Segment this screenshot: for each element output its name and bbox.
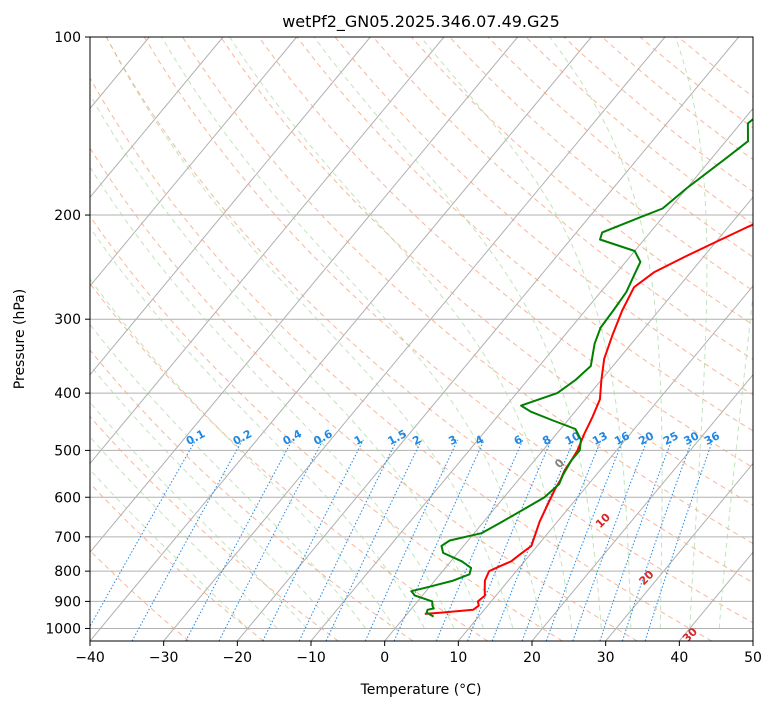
dewpoint-profile <box>410 117 753 618</box>
moist-adiabat-line <box>90 278 396 629</box>
y-tick-label: 400 <box>54 386 81 402</box>
dry-adiabat-line <box>296 37 753 432</box>
mixing-ratio-line <box>599 439 673 641</box>
isotherm-line <box>605 462 753 641</box>
y-tick-label: 200 <box>54 208 81 224</box>
isotherm-line <box>90 37 592 641</box>
moist-adiabat-line <box>161 37 543 629</box>
y-tick-label: 800 <box>54 564 81 580</box>
isotherm-line <box>90 37 445 465</box>
moist-adiabat-line <box>90 226 425 629</box>
x-tick-label: −30 <box>149 650 179 666</box>
mixing-ratio-label: 30 <box>682 429 702 448</box>
x-tick-label: 20 <box>523 650 541 666</box>
plot-frame <box>89 36 754 642</box>
mixing-ratio-line <box>572 439 648 641</box>
mixing-ratio-line <box>131 439 243 641</box>
moist-adiabat-line <box>105 37 514 629</box>
dry-adiabat-line <box>143 37 753 584</box>
mixing-ratio-line <box>644 439 714 641</box>
moist-adiabat-line <box>313 37 602 629</box>
mixing-ratio-line <box>262 439 364 641</box>
x-tick-label: 10 <box>449 650 467 666</box>
x-tick-label: −20 <box>223 650 253 666</box>
moist-adiabat-line <box>420 37 632 629</box>
isotherm-line <box>384 196 753 641</box>
mixing-ratio-line <box>393 439 485 641</box>
dry-adiabat-line <box>182 37 753 544</box>
dry-adiabat-line <box>90 549 190 641</box>
isotherm-line <box>531 373 753 641</box>
mixing-ratio-line <box>545 439 624 641</box>
y-tick-label: 700 <box>54 530 81 546</box>
isotherm-line <box>90 37 224 199</box>
moist-adiabat-line <box>549 37 663 629</box>
mixing-ratio-label: 20 <box>636 429 656 448</box>
y-tick-label: 500 <box>54 443 81 459</box>
moist-adiabat-line <box>229 37 573 629</box>
moist-adiabat-line <box>90 468 249 629</box>
y-tick-label: 100 <box>54 30 81 46</box>
mixing-ratio-label: 16 <box>612 429 632 448</box>
chart-title: wetPf2_GN05.2025.346.07.49.G25 <box>282 12 560 32</box>
mixing-ratio-label: 36 <box>702 429 722 448</box>
moist-adiabat-line <box>718 290 753 629</box>
mixing-ratio-label: 25 <box>661 429 681 448</box>
dry-adiabat-line <box>90 482 264 641</box>
dry-adiabat-line <box>105 37 753 624</box>
moist-adiabat-line <box>90 401 308 629</box>
x-tick-label: 50 <box>744 650 762 666</box>
x-axis-label: Temperature (°C) <box>360 682 482 698</box>
x-tick-label: 40 <box>670 650 688 666</box>
isotherm-line <box>90 37 371 376</box>
moist-adiabat-line <box>90 436 278 629</box>
dry-adiabat-line <box>90 147 638 641</box>
temperature-profile <box>424 223 753 615</box>
y-tick-label: 300 <box>54 312 81 328</box>
y-tick-label: 1000 <box>45 621 81 637</box>
moist-adiabat-line <box>90 93 484 629</box>
y-tick-label: 900 <box>54 594 81 610</box>
isotherm-line <box>457 285 753 641</box>
mixing-ratio-label: 13 <box>590 429 610 448</box>
mixing-ratio-line <box>435 439 524 641</box>
x-tick-label: 0 <box>380 650 389 666</box>
moist-adiabat-line <box>90 323 366 629</box>
dry-adiabat-line <box>90 77 712 641</box>
mixing-ratio-line <box>521 439 602 641</box>
dry-adiabat-line <box>334 37 753 396</box>
dry-adiabat-line <box>90 215 563 641</box>
mixing-ratio-line <box>621 439 693 641</box>
moist-adiabat-line <box>674 37 708 629</box>
isotherm-line <box>236 37 740 641</box>
isotherm-line <box>163 37 666 641</box>
dry-adiabat-line <box>220 37 753 506</box>
isotherm-line <box>90 37 298 287</box>
dry-adiabat-line <box>411 37 753 326</box>
moist-adiabat-line <box>90 364 337 629</box>
x-tick-label: 30 <box>597 650 615 666</box>
mixing-ratio-line <box>218 439 324 641</box>
y-tick-label: 600 <box>54 490 81 506</box>
x-tick-label: −10 <box>296 650 326 666</box>
x-tick-label: −40 <box>75 650 105 666</box>
mixing-ratio-line <box>185 439 293 641</box>
y-axis-label: Pressure (hPa) <box>12 289 28 389</box>
mixing-ratio-line <box>467 439 552 641</box>
isotherm-line <box>90 37 519 554</box>
mixing-ratio-line <box>298 439 398 641</box>
